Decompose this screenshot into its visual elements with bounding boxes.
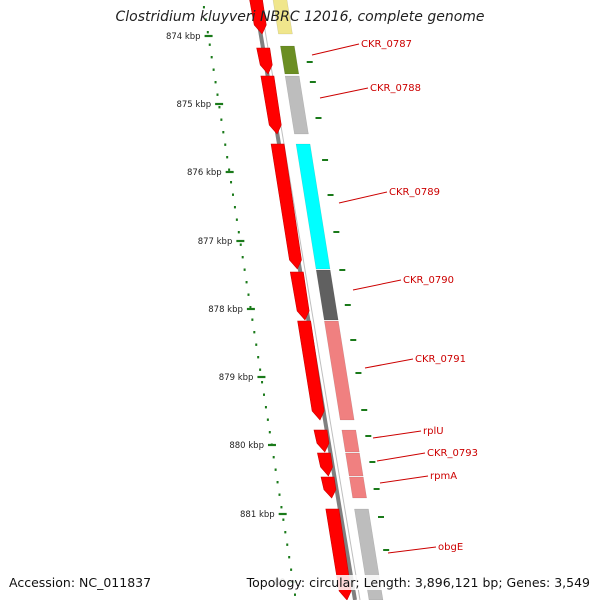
kbp-tick-label: 879 kbp	[219, 373, 254, 383]
category-box	[315, 269, 339, 321]
cds-arrow	[320, 476, 337, 499]
category-box	[280, 45, 300, 75]
minor-tick	[214, 81, 217, 84]
minor-tick	[243, 268, 246, 271]
cds-arrow	[260, 75, 282, 135]
gene-leader-line	[352, 279, 402, 291]
minor-tick	[212, 68, 215, 71]
kbp-tick-label: 877 kbp	[198, 237, 233, 247]
cds-arrow	[313, 429, 330, 453]
minor-tick	[272, 456, 275, 459]
minor-tick	[247, 293, 250, 296]
genome-stats-label: Topology: circular; Length: 3,896,121 bp…	[244, 575, 590, 590]
kbp-tick-label: 874 kbp	[166, 32, 201, 42]
minor-tick	[208, 43, 211, 46]
gene-label: CKR_0790	[403, 275, 454, 286]
minor-tick	[262, 393, 265, 396]
minor-tick	[284, 531, 287, 534]
category-box	[341, 429, 360, 453]
minor-tick	[293, 593, 296, 596]
category-box	[345, 452, 364, 477]
minor-tick	[233, 206, 236, 209]
minor-tick	[268, 431, 271, 434]
minor-tick	[226, 156, 229, 159]
gene-label: rpmA	[430, 471, 457, 482]
minor-tick	[278, 493, 281, 496]
minor-tick	[253, 331, 256, 334]
cds-arrow	[270, 143, 302, 270]
gene-label: CKR_0791	[415, 354, 466, 365]
cds-arrow	[317, 452, 333, 477]
minor-tick	[288, 556, 291, 559]
category-box	[272, 0, 293, 35]
gene-label: obgE	[438, 542, 463, 553]
category-box	[324, 320, 355, 421]
minor-tick	[251, 318, 254, 321]
gene-label: CKR_0789	[389, 187, 440, 198]
minor-tick	[290, 568, 293, 571]
minor-tick	[210, 56, 213, 59]
minor-tick	[224, 143, 227, 146]
minor-tick	[230, 181, 233, 184]
minor-tick	[245, 281, 248, 284]
minor-tick	[286, 543, 289, 546]
cds-arrow	[297, 320, 325, 421]
gene-leader-line	[319, 87, 369, 99]
gene-leader-line	[376, 452, 426, 462]
minor-tick	[228, 168, 231, 171]
minor-tick	[249, 306, 252, 309]
gene-label: CKR_0787	[361, 39, 412, 50]
minor-tick	[216, 93, 219, 96]
minor-tick	[239, 243, 242, 246]
minor-tick	[274, 468, 277, 471]
gene-leader-line	[387, 546, 437, 554]
gene-leader-line	[311, 43, 360, 56]
category-box	[349, 476, 367, 499]
minor-tick	[282, 518, 285, 521]
gene-label: rplU	[423, 426, 444, 437]
kbp-tick-label: 876 kbp	[187, 168, 222, 178]
kbp-tick-label: 880 kbp	[229, 441, 264, 451]
minor-tick	[206, 31, 209, 34]
minor-tick	[222, 131, 225, 134]
minor-tick	[241, 256, 244, 259]
gene-leader-line	[372, 430, 422, 439]
minor-tick	[257, 356, 260, 359]
kbp-tick-label: 878 kbp	[208, 305, 243, 315]
minor-tick	[235, 218, 238, 221]
minor-tick	[266, 418, 269, 421]
gene-leader-line	[379, 475, 429, 484]
cds-arrow	[256, 47, 273, 75]
minor-tick	[261, 381, 264, 384]
category-box	[295, 143, 331, 270]
kbp-tick-label: 875 kbp	[176, 100, 211, 110]
minor-tick	[218, 106, 221, 109]
accession-label: Accession: NC_011837	[9, 575, 152, 590]
minor-tick	[276, 481, 279, 484]
cds-arrow	[249, 0, 267, 35]
gene-label: CKR_0788	[370, 83, 421, 94]
minor-tick	[280, 506, 283, 509]
minor-tick	[204, 18, 207, 21]
cds-arrow	[289, 271, 310, 321]
minor-tick	[237, 231, 240, 234]
minor-tick	[220, 118, 223, 121]
gene-leader-line	[364, 358, 414, 369]
minor-tick	[264, 406, 267, 409]
map-title: Clostridium kluyveri NBRC 12016, complet…	[115, 9, 485, 25]
gene-leader-line	[338, 191, 388, 204]
minor-tick	[202, 6, 205, 9]
minor-tick	[231, 193, 234, 196]
gene-label: CKR_0793	[427, 448, 478, 459]
minor-tick	[259, 368, 262, 371]
kbp-tick-label: 881 kbp	[240, 510, 275, 520]
minor-tick	[255, 343, 258, 346]
category-box	[284, 75, 309, 135]
